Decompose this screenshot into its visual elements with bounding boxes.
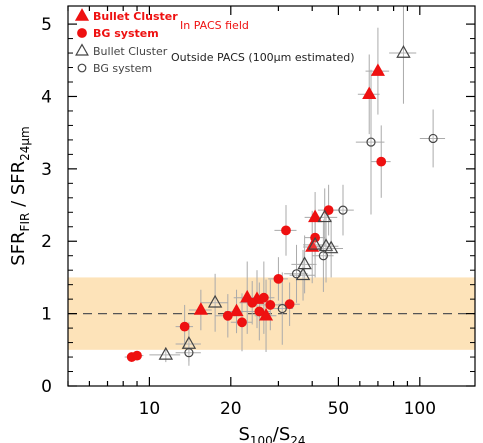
y-tick-label-3: 3	[41, 160, 52, 180]
y-axis-label: SFRFIR / SFR24μm	[8, 126, 32, 265]
data-point-s2-p0	[158, 346, 174, 360]
y-tick-label-4: 4	[41, 87, 52, 107]
y-tick-label-2: 2	[41, 232, 52, 252]
x-tick-label-20: 20	[220, 399, 242, 419]
data-point-s1-p4	[237, 317, 247, 328]
data-point-s2-p4	[297, 256, 312, 270]
data-point-s2-p6	[317, 209, 332, 223]
data-point-s2-p2	[207, 294, 223, 308]
x-tick-label-50: 50	[328, 399, 350, 419]
y-axis-label-mid: / SFR	[8, 161, 29, 213]
x-axis-label-main: S	[238, 424, 249, 443]
data-point-s3-p5	[366, 137, 376, 147]
data-point-s2-p8	[323, 240, 339, 254]
y-axis-label-main: SFR	[8, 231, 29, 265]
legend-label-3: BG system	[93, 62, 152, 75]
data-point-s1-p9	[273, 273, 284, 284]
marker-layer	[126, 45, 438, 362]
legend-group-outside-label: Outside PACS (100μm estimated)	[171, 51, 355, 64]
data-point-s1-p13	[323, 205, 334, 216]
y-tick-label-5: 5	[41, 15, 52, 35]
plot-frame	[67, 5, 476, 387]
data-point-s1-p5	[247, 297, 258, 308]
x-axis-label-sub2: 24	[290, 434, 305, 443]
data-point-s3-p3	[318, 251, 328, 261]
x-tick-label-100: 100	[404, 399, 436, 419]
data-point-s1-p14	[376, 156, 387, 167]
data-point-s0-p0	[193, 302, 208, 315]
data-point-s1-p2	[179, 321, 190, 332]
data-point-s1-p11	[284, 299, 295, 310]
x-axis-label-sub1: 100	[250, 434, 273, 443]
y-tick-label-1: 1	[41, 305, 52, 325]
data-point-s3-p6	[428, 133, 438, 144]
data-point-s3-p2	[291, 269, 302, 279]
data-point-s1-p7	[258, 292, 269, 303]
y-axis-label-sub2: 24μm	[18, 126, 32, 161]
legend-label-0: Bullet Cluster	[93, 10, 178, 23]
legend-label-1: BG system	[93, 27, 159, 40]
data-point-s3-p4	[338, 205, 348, 215]
data-point-s1-p3	[222, 310, 233, 321]
data-point-s1-p8	[265, 300, 276, 310]
legend-marker-3	[77, 63, 87, 73]
data-point-s1-p10	[281, 225, 291, 236]
data-point-s0-p7	[362, 86, 377, 100]
legend-group-pacs-label: In PACS field	[180, 19, 249, 32]
legend-marker-2	[75, 43, 89, 56]
legend-label-2: Bullet Cluster	[93, 45, 168, 58]
data-point-s2-p9	[396, 45, 411, 58]
axis-ticks: 0 1 2 3 4 5 10 20 50 100	[41, 6, 475, 419]
data-point-s3-p0	[184, 348, 194, 358]
data-point-s0-p8	[370, 63, 385, 76]
data-point-s0-p6	[308, 209, 323, 223]
data-point-s2-p5	[307, 236, 323, 250]
data-point-s0-p1	[229, 303, 244, 317]
data-point-s1-p1	[132, 350, 142, 361]
y-tick-label-0: 0	[41, 377, 52, 397]
y-axis-label-sub1: FIR	[18, 213, 32, 232]
x-axis-label-mid: /S	[273, 424, 291, 443]
x-axis-label: S100/S24	[238, 424, 305, 443]
legend-marker-0	[74, 8, 90, 21]
data-point-s1-p6	[254, 306, 265, 317]
data-point-s3-p1	[277, 303, 287, 314]
legend-marker-1	[77, 28, 87, 38]
x-tick-label-10: 10	[139, 399, 161, 419]
legend: Bullet Cluster BG system Bullet Cluster BG …	[74, 8, 355, 75]
